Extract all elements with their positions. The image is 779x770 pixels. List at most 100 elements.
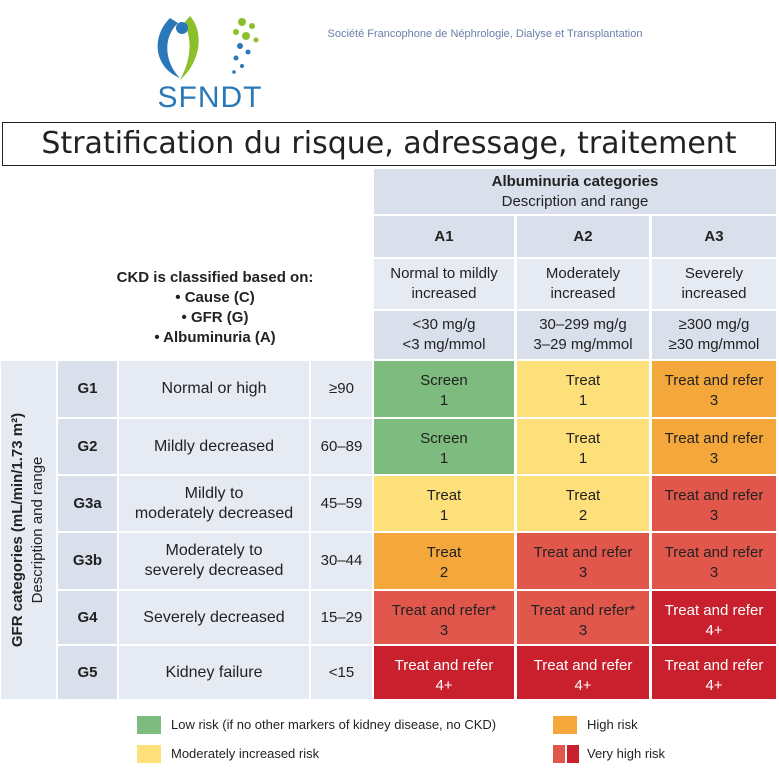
legend-label: High risk: [587, 716, 779, 734]
risk-cell-action: Treat and refer*: [391, 602, 497, 619]
column-description-line: Severely: [684, 265, 744, 282]
row-description-line: Mildly to: [184, 484, 244, 502]
row-description-line: Mildly decreased: [153, 437, 275, 455]
row-range-text: 30–44: [320, 552, 363, 569]
column-range-line: ≥30 mg/mmol: [668, 336, 760, 353]
row-range: ≥90: [310, 360, 373, 418]
legend-label: Moderately increased risk: [171, 745, 551, 763]
row-range: 60–89: [310, 418, 373, 475]
title: Stratification du risque, adressage, tra…: [2, 122, 776, 166]
row-description: Mildly decreased: [118, 418, 310, 475]
row-code: G1: [57, 360, 118, 418]
row-description-line: Kidney failure: [165, 663, 263, 681]
row-range-text: 15–29: [320, 608, 363, 626]
risk-cell: Treat 1: [516, 418, 650, 475]
row-description-line: Normal or high: [161, 380, 267, 397]
legend-swatch: [553, 745, 565, 763]
row-code: G3a: [57, 475, 118, 532]
logo-text: SFNDT: [157, 81, 263, 114]
column-description: Severely increased: [651, 258, 777, 310]
row-description: Kidney failure: [118, 645, 310, 700]
column-range: ≥300 mg/g ≥30 mg/mmol: [651, 310, 777, 360]
risk-cell-number: 3: [578, 622, 588, 639]
row-code-text: G3b: [72, 552, 103, 569]
column-range-line: ≥300 mg/g: [678, 316, 750, 333]
row-code: G4: [57, 590, 118, 645]
legend-swatch: [567, 745, 579, 763]
risk-cell-action: Screen: [420, 430, 468, 447]
risk-cell: Treat and refer 4+: [651, 645, 777, 700]
row-code-text: G5: [77, 663, 98, 681]
column-description-line: increased: [411, 285, 477, 302]
legend-label-text: Moderately increased risk: [171, 746, 320, 761]
risk-cell-number: 3: [709, 507, 719, 524]
risk-cell: Treat and refer 3: [651, 360, 777, 418]
risk-cell-action: Treat and refer: [394, 657, 494, 674]
risk-cell-number: 1: [439, 392, 449, 409]
row-range: 15–29: [310, 590, 373, 645]
albuminuria-title: Albuminuria categories: [491, 172, 659, 190]
risk-cell: Screen 1: [373, 418, 515, 475]
classification: CKD is classified based on: • Cause (C) • …: [60, 258, 370, 358]
row-range-text: ≥90: [329, 380, 354, 397]
column-code-text: A2: [573, 227, 593, 245]
classification-heading: CKD is classified based on:: [116, 269, 314, 286]
risk-cell-action: Treat: [565, 487, 601, 504]
risk-cell-action: Treat and refer: [664, 544, 764, 561]
risk-cell-action: Screen: [420, 372, 468, 389]
risk-cell-number: 3: [709, 564, 719, 581]
risk-cell-number: 3: [439, 622, 449, 639]
risk-cell: Treat and refer 3: [516, 532, 650, 590]
row-description: Moderately to severely decreased: [118, 532, 310, 590]
risk-cell-action: Treat and refer: [664, 487, 764, 504]
column-code: A2: [516, 215, 650, 258]
column-range: 30–299 mg/g 3–29 mg/mmol: [516, 310, 650, 360]
column-range-line: <30 mg/g: [412, 316, 476, 333]
column-description: Moderately increased: [516, 258, 650, 310]
column-description-line: Moderately: [545, 265, 621, 282]
albuminuria-subtitle: Description and range: [501, 192, 649, 210]
risk-cell: Treat and refer 4+: [516, 645, 650, 700]
risk-cell-action: Treat: [565, 430, 601, 447]
row-range: 30–44: [310, 532, 373, 590]
risk-cell-action: Treat: [426, 544, 462, 561]
classification-item: • GFR (G): [181, 309, 249, 326]
risk-cell: Treat and refer 4+: [651, 590, 777, 645]
classification-item: • Cause (C): [175, 289, 255, 306]
column-description-line: Normal to mildly: [390, 265, 498, 282]
gfr-title: GFR categories (mL/min/1.73 m²): [9, 412, 27, 648]
risk-cell-number: 4+: [705, 677, 723, 694]
row-code: G5: [57, 645, 118, 700]
risk-cell-number: 2: [439, 564, 449, 581]
risk-cell-action: Treat and refer: [533, 544, 633, 561]
gfr-label-text: GFR categories (mL/min/1.73 m²) Descripti…: [9, 413, 49, 647]
risk-cell: Treat 2: [373, 532, 515, 590]
column-code: A1: [373, 215, 515, 258]
row-code-text: G1: [77, 380, 98, 397]
row-code: G2: [57, 418, 118, 475]
risk-cell: Treat and refer* 3: [516, 590, 650, 645]
risk-cell-action: Treat and refer: [664, 372, 764, 389]
risk-cell-action: Treat and refer*: [530, 602, 636, 619]
legend-label-text: Very high risk: [587, 746, 666, 761]
risk-cell-action: Treat: [565, 372, 601, 389]
risk-cell: Treat and refer* 3: [373, 590, 515, 645]
column-range-line: <3 mg/mmol: [402, 336, 486, 353]
row-code-text: G2: [77, 437, 98, 455]
row-description-line: Moderately to: [165, 542, 263, 559]
column-code-text: A1: [434, 227, 454, 245]
legend-label: Low risk (if no other markers of kidney …: [171, 716, 551, 734]
legend-swatch: [137, 716, 161, 734]
organization: Société Francophone de Néphrologie, Dial…: [327, 28, 643, 40]
column-description-line: increased: [681, 285, 747, 302]
gfr-subtitle: Description and range: [29, 456, 47, 604]
row-code-text: G3a: [73, 494, 102, 512]
risk-cell-number: 1: [439, 507, 449, 524]
risk-cell-number: 3: [578, 564, 588, 581]
row-description-line: moderately decreased: [134, 504, 294, 522]
row-range-text: 45–59: [320, 494, 363, 512]
row-code-text: G4: [77, 608, 98, 626]
column-code-text: A3: [704, 227, 724, 245]
risk-cell: Treat 1: [516, 360, 650, 418]
risk-cell-number: 4+: [435, 677, 453, 694]
